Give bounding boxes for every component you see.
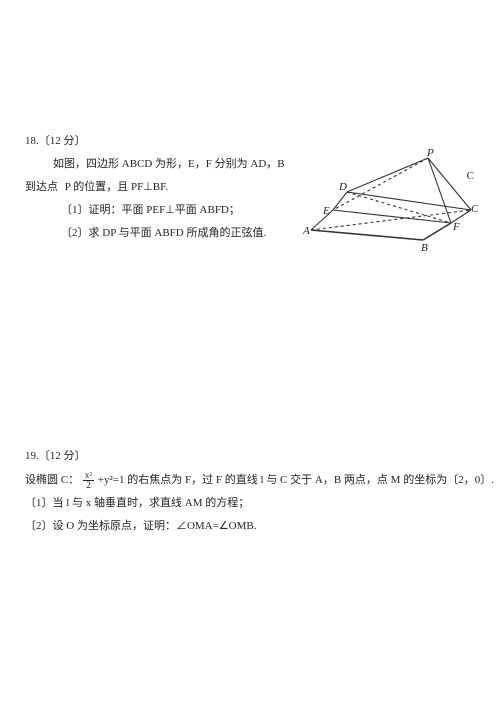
geometry-figure: A B C D E F P — [303, 148, 478, 258]
q19-l1a: 设椭圆 C： — [25, 474, 79, 486]
q19-l1b: +y²=1 的右焦点为 F，过 F 的直线 l 与 C 交于 A，B 两点，点 … — [98, 474, 494, 486]
q18-l2b: P 的位置，且 PF⊥BF. — [65, 181, 168, 193]
q18-l1a: 如图，四边形 ABCD 为形，E，F 分别为 AD，B — [53, 158, 285, 170]
q19-line1: 设椭圆 C： x² 2 +y²=1 的右焦点为 F，过 F 的直线 l 与 C … — [25, 469, 475, 492]
label-A: A — [303, 225, 310, 237]
question-19: 19.〔12 分〕 设椭圆 C： x² 2 +y²=1 的右焦点为 F，过 F … — [25, 445, 475, 537]
label-C: C — [471, 203, 478, 215]
label-D: D — [338, 181, 347, 193]
label-P: P — [426, 148, 434, 159]
q19-line3: 〔2〕设 O 为坐标原点，证明：∠OMA=∠OMB. — [25, 515, 475, 538]
label-F: F — [452, 221, 460, 233]
figure-svg: A B C D E F P — [303, 148, 478, 258]
fraction-x2-over-2: x² 2 — [83, 471, 94, 490]
q19-line2: 〔1〕当 l 与 x 轴垂直时，求直线 AM 的方程； — [25, 492, 475, 515]
q19-header: 19.〔12 分〕 — [25, 445, 475, 468]
label-B: B — [421, 242, 428, 254]
label-E: E — [322, 205, 330, 217]
q18-l2a: 到达点 — [25, 181, 58, 193]
frac-den: 2 — [83, 481, 94, 490]
